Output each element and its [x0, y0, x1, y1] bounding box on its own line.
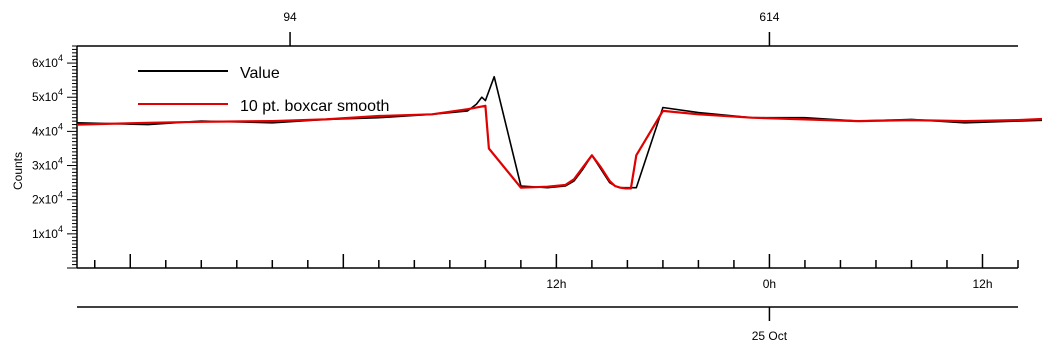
series-line-smooth [76, 104, 1042, 190]
y-axis-tick-label: 2x104 [32, 190, 63, 207]
y-axis-tick-label: 1x104 [32, 224, 63, 241]
date-axis-tick-label: 25 Oct [752, 329, 788, 343]
bottom-axis-tick-label: 0h [763, 277, 776, 291]
bottom-axis-tick-label: 12h [972, 277, 992, 291]
y-axis-tick-label: 5x104 [32, 87, 63, 104]
legend-label-smooth: 10 pt. boxcar smooth [240, 98, 389, 115]
y-axis-tick-label: 6x104 [32, 53, 63, 70]
date-axis: 25 Oct [77, 306, 1018, 343]
bottom-axis-tick-label: 12h [546, 277, 566, 291]
top-axis-tick-label: 614 [759, 10, 779, 24]
y-axis-label: Counts [11, 152, 25, 190]
y-axis-tick-label: 3x104 [32, 156, 63, 173]
legend: Value 10 pt. boxcar smooth [138, 65, 389, 115]
legend-label-value: Value [240, 65, 280, 82]
top-axis-tick-label: 94 [283, 10, 297, 24]
plot-area [76, 75, 1042, 190]
bottom-axis: 12h0h12h0h [77, 254, 1019, 291]
top-axis: 946141087 [77, 10, 1018, 47]
y-axis: 1x104 2x104 3x104 4x104 5x104 6x104 [32, 45, 78, 269]
y-axis-tick-label: 4x104 [32, 121, 63, 138]
